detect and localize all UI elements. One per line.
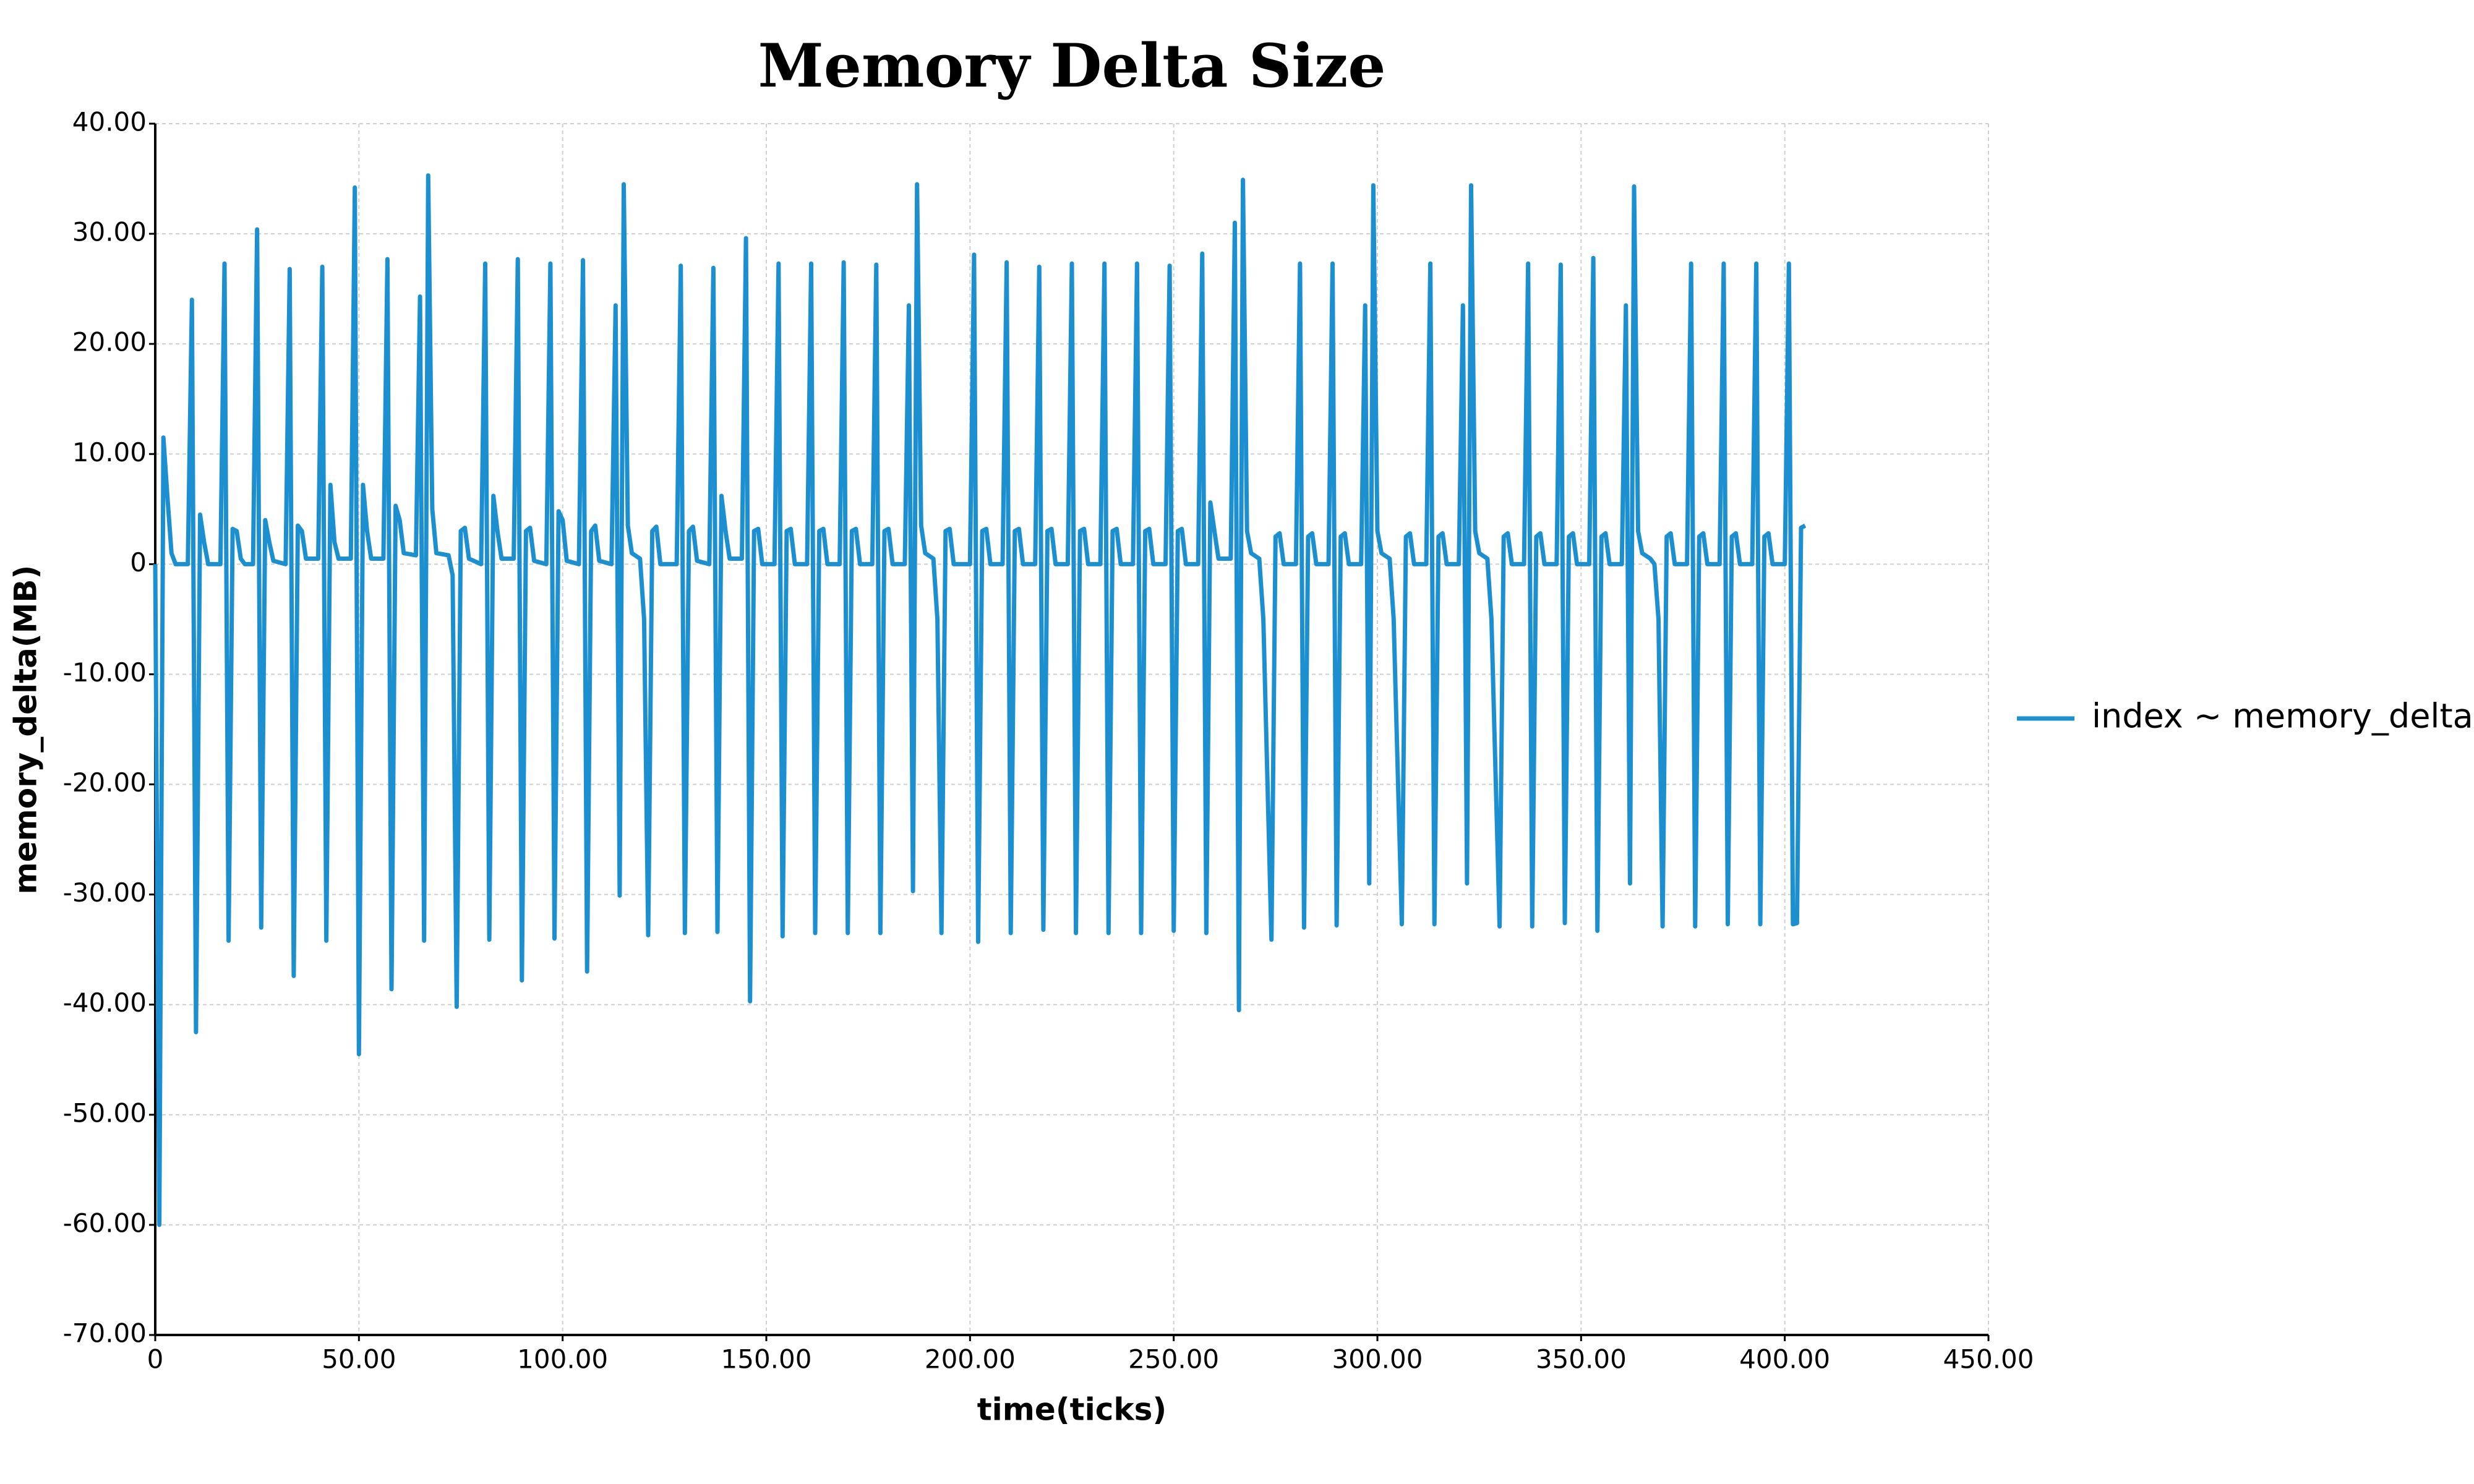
legend: index ~ memory_delta — [2017, 697, 2473, 736]
x-tick-label: 150.00 — [721, 1344, 812, 1375]
y-tick-label: 40.00 — [72, 107, 147, 137]
y-tick-label: -40.00 — [63, 987, 147, 1018]
y-tick-label: -30.00 — [63, 877, 147, 908]
y-tick-label: 30.00 — [72, 217, 147, 247]
x-tick-label: 450.00 — [1943, 1344, 2034, 1375]
x-tick-label: 350.00 — [1536, 1344, 1627, 1375]
x-tick-label: 0 — [147, 1344, 164, 1375]
x-tick-label: 100.00 — [517, 1344, 608, 1375]
x-tick-label: 300.00 — [1332, 1344, 1423, 1375]
plot-area — [153, 173, 1807, 1227]
y-axis-title: memory_delta(MB) — [8, 565, 44, 895]
x-tick-label: 250.00 — [1128, 1344, 1219, 1375]
chart-title: Memory Delta Size — [758, 31, 1386, 101]
x-tick-label: 50.00 — [322, 1344, 396, 1375]
x-axis-title: time(ticks) — [977, 1392, 1166, 1428]
y-tick-label: 10.00 — [72, 437, 147, 467]
x-tick-label: 200.00 — [925, 1344, 1016, 1375]
x-tick-label: 400.00 — [1739, 1344, 1830, 1375]
y-tick-label: -70.00 — [63, 1318, 147, 1349]
legend-label: index ~ memory_delta — [2092, 697, 2473, 736]
y-tick-label: -20.00 — [63, 767, 147, 798]
y-tick-label: -50.00 — [63, 1098, 147, 1128]
grid — [149, 122, 1990, 1341]
y-tick-label: -10.00 — [63, 657, 147, 688]
data-line — [153, 173, 1807, 1227]
y-tick-label: -60.00 — [63, 1208, 147, 1238]
y-tick-label: 20.00 — [72, 327, 147, 357]
y-tick-label: 0 — [130, 547, 147, 578]
